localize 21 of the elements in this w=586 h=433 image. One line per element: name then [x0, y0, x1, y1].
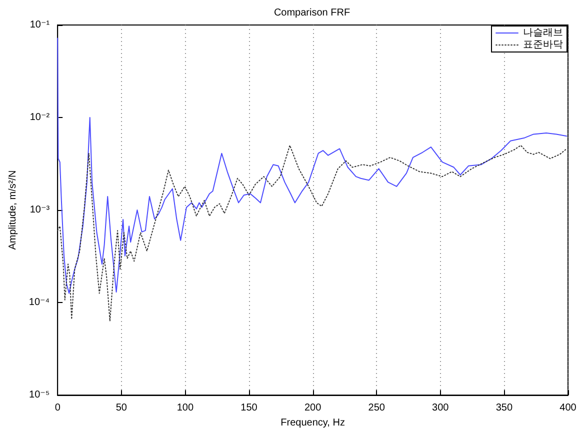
chart-title: Comparison FRF	[274, 8, 350, 18]
x-tick-label: 400	[560, 402, 577, 414]
x-tick-label: 150	[240, 402, 258, 414]
y-tick-label: 10⁻¹	[30, 20, 50, 30]
x-axis-title: Frequency, Hz	[280, 418, 345, 428]
x-tick-label: 50	[116, 402, 128, 414]
y-axis-title: Amplitude, m/s²/N	[8, 170, 18, 250]
x-tick-label: 350	[496, 402, 513, 414]
legend-label: 표준바닥	[523, 40, 563, 50]
y-tick-label: 10⁻⁵	[29, 390, 50, 401]
y-tick-label: 10⁻⁴	[28, 297, 50, 308]
x-tick-label: 300	[432, 402, 450, 414]
x-tick-label: 0	[54, 402, 61, 414]
line-series	[57, 38, 568, 294]
x-tick-label: 200	[304, 402, 322, 414]
line-series	[57, 144, 568, 322]
legend-label: 나슬래브	[523, 28, 563, 38]
y-tick-label: 10⁻²	[30, 112, 50, 124]
x-tick-label: 100	[176, 402, 194, 414]
x-tick-label: 250	[368, 402, 386, 414]
y-tick-label: 10⁻³	[30, 204, 50, 216]
